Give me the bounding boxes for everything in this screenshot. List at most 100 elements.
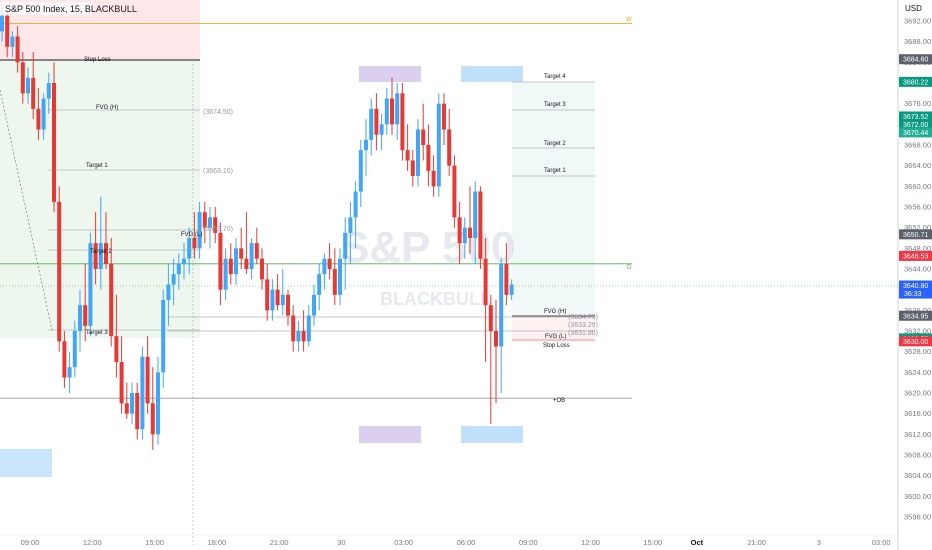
candlestick-series: [0, 5, 514, 450]
purple-box-top: [359, 66, 421, 82]
price-badge: [899, 111, 932, 122]
candle: [327, 243, 332, 280]
price-tick: 3668.00: [904, 141, 931, 150]
candle: [78, 289, 82, 352]
time-tick: 18:00: [207, 538, 226, 547]
price-badge: [899, 119, 932, 130]
candle-body: [452, 165, 457, 218]
candle-body: [150, 403, 155, 435]
candle: [405, 124, 410, 171]
candle-body: [26, 77, 30, 94]
candle: [161, 289, 166, 388]
left-fvg-l-note: (3653.70): [203, 226, 233, 233]
candle-body: [390, 98, 394, 125]
candle-body: [124, 403, 129, 414]
candle: [312, 284, 316, 326]
price-badge-text: 3672.00: [903, 122, 928, 129]
candle: [124, 382, 129, 419]
candle: [150, 367, 155, 450]
price-tick: 3660.00: [904, 182, 931, 191]
price-tick: 3600.00: [904, 492, 931, 501]
candle: [36, 88, 41, 140]
price-badge-text: 3646.53: [903, 253, 928, 260]
candle-body: [62, 341, 67, 378]
daily-marker: D: [627, 265, 632, 271]
price-tick: 3608.00: [904, 451, 931, 460]
candle: [234, 238, 238, 285]
candle-body: [312, 294, 316, 316]
candle-body: [358, 150, 363, 192]
candle-body: [41, 98, 46, 130]
candle: [72, 320, 77, 378]
candle: [488, 294, 493, 424]
candle-body: [83, 305, 88, 326]
candle: [20, 52, 25, 104]
ob-label: +OB: [553, 398, 565, 404]
time-axis[interactable]: 09:00 12:00 15:00 18:00 21:00 30 03:00 06:00 09:…: [0, 534, 898, 547]
price-badge: [899, 280, 932, 299]
candle-body: [192, 238, 197, 249]
candle: [280, 269, 285, 316]
candle: [317, 263, 322, 311]
price-badge-text: 3684.60: [903, 57, 928, 64]
candle: [275, 274, 280, 311]
candle: [509, 279, 514, 300]
candle: [358, 139, 363, 207]
left-fvg-h-note: (3674.50): [203, 109, 233, 116]
candle-body: [504, 263, 509, 295]
candle-body: [275, 289, 280, 306]
right-fvg-l-label: FVG (L): [545, 334, 566, 340]
candle-body: [228, 258, 233, 275]
candle-body: [280, 294, 285, 306]
time-tick: 15:00: [643, 538, 662, 547]
candle: [119, 336, 124, 414]
candle-body: [145, 356, 150, 404]
price-tick: 3624.00: [904, 368, 931, 377]
candle-body: [218, 232, 223, 290]
candle: [338, 248, 342, 306]
candle-body: [140, 356, 145, 430]
price-tick: 3636.00: [904, 306, 931, 315]
candle: [504, 243, 509, 306]
candle-body: [374, 108, 379, 135]
currency-label[interactable]: USD: [905, 4, 922, 13]
right-target-1-label: Target 1: [544, 168, 566, 174]
candle: [140, 346, 145, 440]
left-target-1-label: Target 1: [86, 163, 108, 169]
candle: [202, 201, 207, 244]
candle: [322, 253, 327, 290]
candle-body: [483, 258, 488, 306]
candle: [364, 119, 368, 176]
symbol-title[interactable]: S&P 500 Index, 15, BLACKBULL: [5, 4, 137, 14]
candle: [249, 238, 254, 280]
candle-body: [254, 243, 259, 259]
price-badge-text: 3630.00: [903, 339, 928, 346]
candle-body: [67, 367, 72, 378]
candle: [156, 356, 160, 445]
blue-box-top: [461, 66, 523, 82]
candle: [26, 67, 30, 104]
blue-box-bottom: [461, 426, 523, 443]
candle: [348, 201, 353, 264]
candle: [473, 181, 478, 264]
right-target-2-label: Target 2: [544, 141, 566, 147]
candle: [447, 108, 452, 176]
candle-body: [88, 243, 93, 326]
right-fvg-l-note: (3631.80): [568, 330, 598, 337]
candle-body: [447, 129, 452, 166]
price-badge-text: 3640.80: [903, 283, 928, 290]
candle-body: [78, 305, 82, 331]
countdown-text: 36:33: [904, 291, 922, 298]
price-axis[interactable]: 3692.003688.003684.003680.003676.003672.…: [904, 17, 931, 522]
left-target-1-note: (3663.10): [203, 168, 233, 175]
candle-body: [182, 258, 186, 264]
price-badge: [899, 76, 932, 87]
right-target-3-label: Target 3: [544, 102, 566, 108]
candle: [176, 253, 181, 290]
candle: [286, 289, 290, 326]
price-badge-text: 3670.44: [903, 130, 928, 137]
candle-body: [364, 139, 368, 151]
candle: [62, 331, 67, 388]
drawing-labels: Stop Loss FVG (H) (3674.50) Target 1 (36…: [84, 17, 632, 404]
